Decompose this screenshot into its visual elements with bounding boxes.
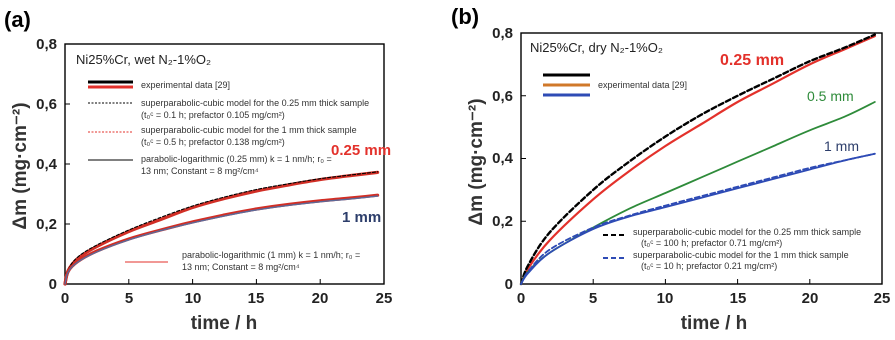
a-ytick-0: 0 (49, 276, 57, 293)
panel-a-label: (a) (4, 7, 31, 32)
a-ytick-3: 0,6 (36, 96, 57, 113)
b-xtick-0: 0 (517, 290, 525, 307)
panel-a-legend: experimental data [29] superparabolic-cu… (88, 80, 369, 272)
a-legend-text-3: superparabolic-cubic model for the 1 mm … (141, 125, 357, 135)
panel-b-title: Ni25%Cr, dry N₂-1%O₂ (530, 40, 663, 55)
b-ytick-1: 0,2 (492, 213, 513, 230)
panel-a-y-ticklabels: 0 0,2 0,4 0,6 0,8 (36, 36, 58, 293)
panel-a-title: Ni25%Cr, wet N₂-1%O₂ (76, 52, 211, 67)
a-series-line-3 (64, 195, 379, 285)
panel-b-x-ticklabels: 0 5 10 15 20 25 (517, 290, 891, 307)
panel-a-x-ticklabels: 0 5 10 15 20 25 (61, 290, 393, 307)
a-legend-text-7: parabolic-logarithmic (1 mm) k = 1 nm/h;… (182, 250, 360, 260)
a-legend-text-6: 13 nm; Constant = 8 mg²/cm⁴ (141, 166, 259, 176)
panel-a-series (63, 170, 380, 286)
a-legend-text-4: (t₀ᶜ = 0.5 h; prefactor 0.138 mg/cm²) (141, 137, 285, 147)
b-annotation-025mm: 0.25 mm (720, 52, 784, 69)
b-annotation-05mm: 0.5 mm (807, 88, 854, 104)
a-legend-text-1: superparabolic-cubic model for the 0.25 … (141, 98, 369, 108)
b-xtick-3: 15 (730, 290, 747, 307)
b-annotation-1mm: 1 mm (824, 138, 859, 154)
b-series-line-4 (520, 152, 876, 285)
a-legend-text-0: experimental data [29] (141, 80, 230, 90)
a-legend-text-8: 13 nm; Constant = 8 mg²/cm⁴ (182, 262, 300, 272)
a-annotation-025mm: 0.25 mm (331, 142, 391, 159)
b-ytick-4: 0,8 (492, 25, 513, 42)
b-legend-text-3: superparabolic-cubic model for the 1 mm … (633, 250, 849, 260)
b-xtick-1: 5 (589, 290, 597, 307)
a-legend-text-5: parabolic-logarithmic (0.25 mm) k = 1 nm… (141, 154, 332, 164)
b-series-line-0 (519, 35, 876, 286)
b-ytick-3: 0,6 (492, 88, 513, 105)
panel-b: (b) 0 0,2 0,4 0,6 0,8 0 5 10 15 20 25 ti… (451, 4, 890, 334)
b-legend-text-1: superparabolic-cubic model for the 0.25 … (633, 227, 861, 237)
a-ytick-1: 0,2 (36, 216, 57, 233)
a-annotation-1mm: 1 mm (342, 209, 381, 226)
panel-a-xlabel: time / h (191, 313, 258, 334)
a-xtick-4: 20 (312, 290, 329, 307)
panel-b-series (519, 33, 876, 286)
b-series-line-1 (519, 33, 876, 286)
b-ytick-0: 0 (505, 276, 513, 293)
b-legend-text-4: (t₀ᶜ = 10 h; prefactor 0.21 mg/cm²) (641, 261, 777, 271)
b-xtick-4: 20 (802, 290, 819, 307)
panel-a-ylabel: Δm (mg·cm⁻²) (10, 102, 31, 229)
a-xtick-3: 15 (248, 290, 265, 307)
panel-b-xlabel: time / h (681, 313, 748, 334)
a-legend-text-2: (t₀ᶜ = 0.1 h; prefactor 0.105 mg/cm²) (141, 110, 285, 120)
b-ytick-2: 0,4 (492, 150, 514, 167)
a-ytick-2: 0,4 (36, 156, 58, 173)
a-xtick-5: 25 (376, 290, 393, 307)
panel-b-y-ticklabels: 0 0,2 0,4 0,6 0,8 (492, 25, 514, 293)
panel-b-label: (b) (451, 4, 479, 29)
panel-b-legend: experimental data [29] superparabolic-cu… (543, 73, 861, 271)
a-ytick-4: 0,8 (36, 36, 57, 53)
b-legend-text-0: experimental data [29] (598, 80, 687, 90)
a-series-line-0 (63, 170, 380, 286)
b-xtick-5: 25 (874, 290, 891, 307)
b-series-line-3 (520, 152, 876, 285)
a-series-line-1 (64, 171, 379, 285)
panel-b-ylabel: Δm (mg·cm⁻²) (466, 98, 487, 225)
a-xtick-1: 5 (125, 290, 133, 307)
panel-a: (a) 0 0,2 0,4 0,6 0,8 0 5 10 15 20 25 ti… (4, 7, 392, 334)
a-xtick-0: 0 (61, 290, 69, 307)
b-legend-text-2: (t₀ᶜ = 100 h; prefactor 0.71 mg/cm²) (641, 238, 782, 248)
b-xtick-2: 10 (657, 290, 674, 307)
a-xtick-2: 10 (185, 290, 202, 307)
